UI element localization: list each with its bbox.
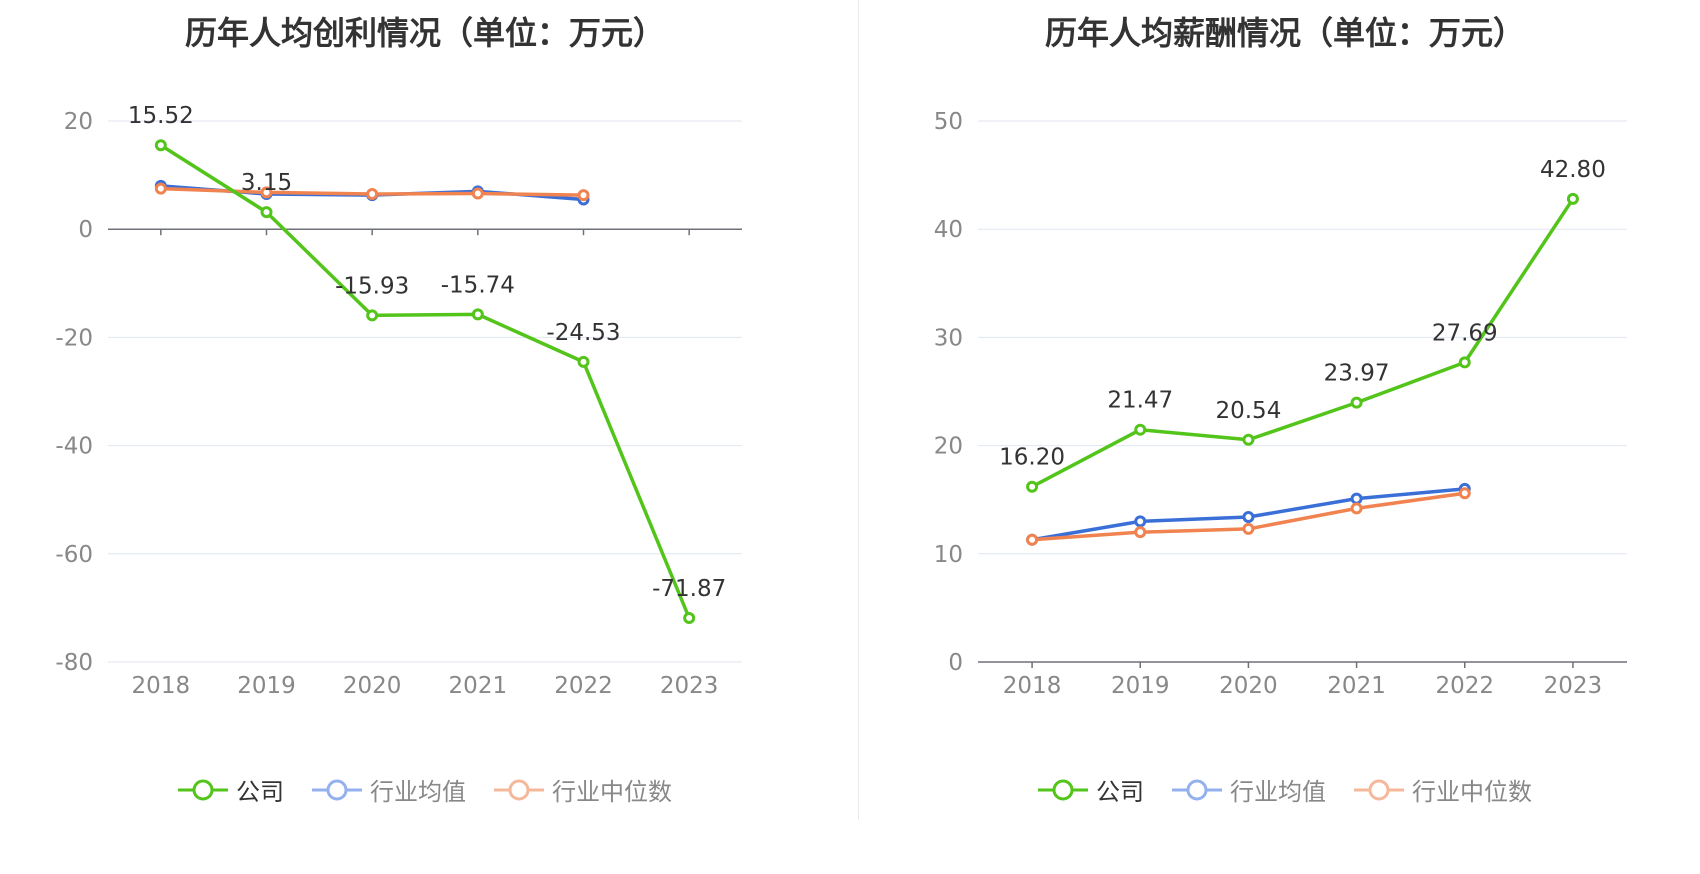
y-tick-label: 0: [78, 217, 93, 243]
y-tick-label: -60: [55, 542, 93, 568]
data-point: [471, 187, 484, 200]
x-tick-label: 2022: [554, 673, 613, 699]
data-point: [1242, 433, 1255, 446]
legend-item-industry-median[interactable]: 行业中位数: [494, 772, 672, 807]
data-point: [260, 206, 273, 219]
data-point: [1566, 192, 1579, 205]
data-point: [1026, 480, 1039, 493]
data-point: [366, 188, 379, 201]
legend-item-company[interactable]: 公司: [1038, 772, 1144, 807]
data-point: [366, 309, 379, 322]
data-point: [1458, 487, 1471, 500]
legend-label: 公司: [1096, 778, 1144, 806]
legend-label: 行业均值: [370, 778, 466, 806]
data-point: [1350, 396, 1363, 409]
legend-line-circle-icon: [1354, 779, 1404, 800]
data-label: 23.97: [1324, 361, 1390, 387]
data-point: [1134, 423, 1147, 436]
data-label: 20.54: [1215, 398, 1281, 424]
data-point: [577, 189, 590, 202]
data-point: [260, 186, 273, 199]
profit-chart-panel: 历年人均创利情况（单位：万元） 20 0 -20 -40 -60 -80 2018 2019 2…: [0, 14, 850, 807]
data-label: 15.52: [128, 103, 194, 129]
salary-chart-plot: 50 40 30 20 10 0 2018 2019 2020 2021 2022 2023 16.20…: [934, 109, 1627, 699]
y-tick-label: 20: [64, 109, 93, 135]
data-label: 21.47: [1107, 388, 1173, 414]
data-label: -71.87: [652, 576, 726, 602]
y-tick-label: 20: [934, 434, 963, 460]
x-tick-label: 2021: [1327, 673, 1386, 699]
legend-line-circle-icon: [1038, 779, 1088, 800]
legend-line-circle-icon: [1172, 779, 1222, 800]
data-label: 42.80: [1540, 157, 1606, 183]
legend-label: 行业中位数: [552, 778, 672, 806]
series-line: [1031, 197, 1575, 489]
x-tick-label: 2023: [660, 673, 719, 699]
data-point: [154, 139, 167, 152]
data-label: -15.74: [441, 272, 515, 298]
x-tick-label: 2019: [1111, 673, 1170, 699]
series-line: [159, 143, 691, 619]
data-label: -15.93: [335, 273, 409, 299]
legend-item-industry-median[interactable]: 行业中位数: [1354, 772, 1532, 807]
y-tick-label: 0: [948, 650, 963, 676]
legend-label: 公司: [236, 778, 284, 806]
data-point: [1242, 522, 1255, 535]
data-point: [1134, 515, 1147, 528]
x-tick-label: 2018: [132, 673, 191, 699]
data-point: [577, 355, 590, 368]
y-tick-label: -80: [55, 650, 93, 676]
x-tick-label: 2022: [1435, 673, 1494, 699]
x-tick-label: 2018: [1003, 673, 1062, 699]
data-label: 27.69: [1432, 320, 1498, 346]
legend-label: 行业中位数: [1412, 778, 1532, 806]
y-tick-label: 50: [934, 109, 963, 135]
data-point: [1242, 511, 1255, 524]
profit-chart-plot: 20 0 -20 -40 -60 -80 2018 2019 2020 2021 2022 2023 1…: [55, 103, 742, 699]
data-point: [154, 182, 167, 195]
y-tick-label: 30: [934, 325, 963, 351]
legend-line-circle-icon: [178, 779, 228, 800]
data-point: [1458, 356, 1471, 369]
salary-chart-panel: 历年人均薪酬情况（单位：万元） 50 40 30 20 10 0 2018 2019 2020 2…: [860, 0, 1700, 874]
legend-label: 行业均值: [1230, 778, 1326, 806]
x-tick-label: 2023: [1544, 673, 1603, 699]
y-tick-label: 40: [934, 217, 963, 243]
data-point: [1134, 526, 1147, 539]
legend-item-industry-mean[interactable]: 行业均值: [1172, 772, 1326, 807]
legend-line-circle-icon: [494, 779, 544, 800]
data-point: [471, 308, 484, 321]
chart-title: 历年人均创利情况（单位：万元）: [184, 14, 665, 52]
data-label: 16.20: [999, 445, 1065, 471]
data-label: 3.15: [241, 170, 292, 196]
y-tick-label: 10: [934, 542, 963, 568]
data-point: [1350, 502, 1363, 515]
x-tick-label: 2020: [1219, 673, 1278, 699]
y-tick-label: -40: [55, 434, 93, 460]
panel-divider: [858, 0, 859, 820]
x-tick-label: 2020: [343, 673, 402, 699]
data-point: [1350, 492, 1363, 505]
chart-legend: 公司 行业均值 行业中位数: [0, 772, 850, 807]
x-tick-label: 2021: [449, 673, 508, 699]
data-point: [683, 612, 696, 625]
legend-item-company[interactable]: 公司: [178, 772, 284, 807]
chart-title: 历年人均薪酬情况（单位：万元）: [1044, 14, 1525, 52]
chart-legend: 公司 行业均值 行业中位数: [860, 772, 1700, 807]
x-tick-label: 2019: [237, 673, 296, 699]
legend-item-industry-mean[interactable]: 行业均值: [312, 772, 466, 807]
data-point: [1026, 533, 1039, 546]
y-tick-label: -20: [55, 325, 93, 351]
legend-line-circle-icon: [312, 779, 362, 800]
data-label: -24.53: [546, 320, 620, 346]
